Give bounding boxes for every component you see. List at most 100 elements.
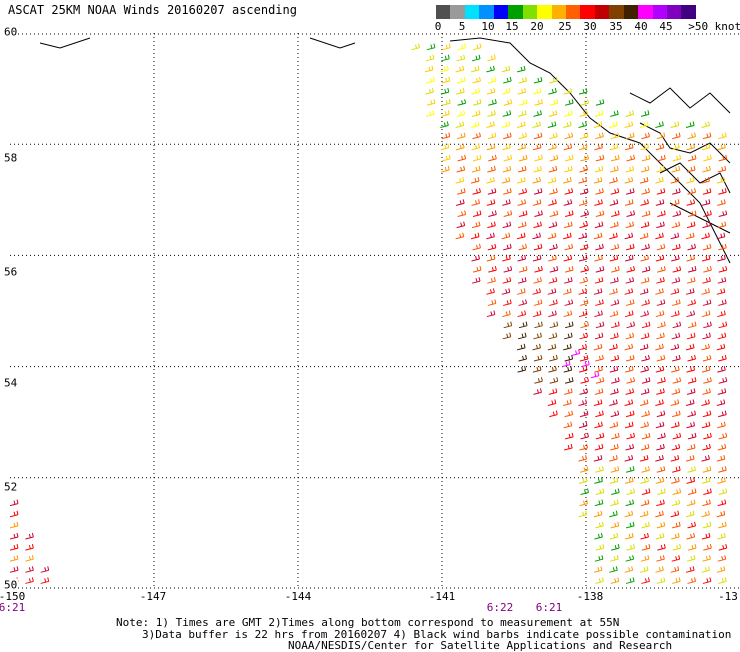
wind-barb	[609, 532, 619, 540]
wind-barb	[610, 299, 620, 306]
wind-barb	[671, 143, 680, 151]
wind-barb	[424, 65, 434, 73]
wind-barb	[471, 88, 481, 95]
wind-barb	[503, 321, 513, 329]
wind-barb	[657, 377, 666, 384]
wind-barb	[656, 243, 666, 251]
wind-barb	[455, 232, 465, 240]
wind-barb	[578, 176, 588, 184]
wind-barb	[718, 243, 727, 251]
wind-barb	[595, 377, 605, 384]
wind-barb	[702, 243, 712, 251]
wind-barb	[579, 299, 589, 306]
wind-barb	[488, 210, 497, 217]
colorbar-swatch	[565, 5, 581, 19]
wind-barb	[564, 265, 574, 273]
wind-barb	[548, 143, 557, 151]
wind-barb	[701, 343, 710, 351]
wind-barb	[488, 154, 497, 162]
wind-barb	[624, 232, 634, 240]
wind-barb	[595, 132, 604, 140]
time-label-west: 6:21	[0, 601, 26, 614]
wind-barb	[625, 521, 635, 529]
wind-barb	[640, 277, 650, 284]
wind-barb	[25, 532, 34, 540]
wind-barb	[471, 54, 481, 62]
wind-barb	[426, 99, 436, 106]
wind-barb	[456, 199, 465, 206]
wind-barb	[625, 132, 635, 140]
wind-barb	[702, 466, 712, 473]
wind-barb	[502, 221, 512, 229]
wind-barb	[609, 399, 618, 407]
wind-barb	[595, 543, 605, 551]
wind-barb	[671, 332, 681, 340]
wind-barb	[656, 466, 666, 473]
wind-barb	[672, 154, 682, 162]
wind-barb	[564, 410, 574, 418]
wind-barb	[609, 121, 618, 129]
wind-barb	[532, 254, 542, 262]
wind-barb	[655, 232, 664, 240]
wind-barb	[610, 132, 620, 140]
wind-barb	[593, 121, 603, 129]
wind-barb	[533, 277, 542, 284]
wind-barb	[701, 143, 711, 151]
wind-barb	[533, 332, 542, 340]
wind-barb	[517, 277, 527, 284]
colorbar-swatch	[450, 5, 465, 19]
wind-barb	[472, 43, 482, 51]
wind-barb	[578, 121, 588, 129]
wind-barb	[471, 277, 481, 284]
wind-barb	[687, 377, 697, 384]
wind-barb	[625, 221, 635, 229]
wind-barb	[580, 488, 589, 495]
wind-barb	[625, 332, 635, 340]
wind-barb	[579, 110, 589, 117]
wind-barb	[595, 265, 605, 273]
wind-barb	[609, 510, 618, 518]
wind-barb	[532, 288, 541, 295]
longitude-label: -144	[284, 590, 312, 603]
wind-barb	[656, 577, 666, 584]
wind-barb	[594, 421, 603, 429]
longitude-label: -147	[139, 590, 167, 603]
wind-barb	[626, 543, 636, 551]
wind-barb	[503, 154, 513, 162]
wind-barb	[717, 555, 727, 562]
wind-barb	[564, 165, 573, 173]
wind-barb	[609, 232, 618, 240]
wind-barb	[564, 221, 573, 229]
wind-barb	[610, 221, 619, 229]
wind-barb	[702, 188, 712, 195]
wind-barb	[440, 121, 449, 129]
wind-barb	[456, 54, 466, 62]
wind-barb	[685, 121, 695, 129]
wind-barb	[532, 88, 542, 95]
wind-barb	[471, 221, 481, 229]
wind-barb	[518, 210, 528, 217]
wind-barb	[655, 399, 664, 407]
wind-barb	[701, 566, 710, 573]
wind-barb	[549, 210, 559, 217]
wind-barb	[686, 199, 696, 206]
wind-barb	[671, 277, 681, 284]
wind-barb	[594, 332, 604, 340]
wind-barb	[518, 299, 528, 306]
wind-barb	[687, 432, 697, 440]
colorbar-swatch	[580, 5, 595, 19]
wind-barb	[580, 99, 589, 106]
wind-barb	[625, 443, 635, 451]
colorbar-swatch	[667, 5, 682, 19]
wind-barb	[655, 510, 664, 518]
wind-barb	[593, 454, 603, 462]
wind-barb	[40, 566, 50, 573]
wind-barb	[701, 421, 711, 429]
wind-barb	[579, 243, 589, 251]
wind-barb	[641, 432, 651, 440]
wind-barb	[717, 532, 726, 540]
wind-barb	[672, 243, 681, 251]
wind-barb	[440, 65, 449, 73]
wind-barb	[686, 421, 696, 429]
wind-barb	[563, 232, 572, 240]
